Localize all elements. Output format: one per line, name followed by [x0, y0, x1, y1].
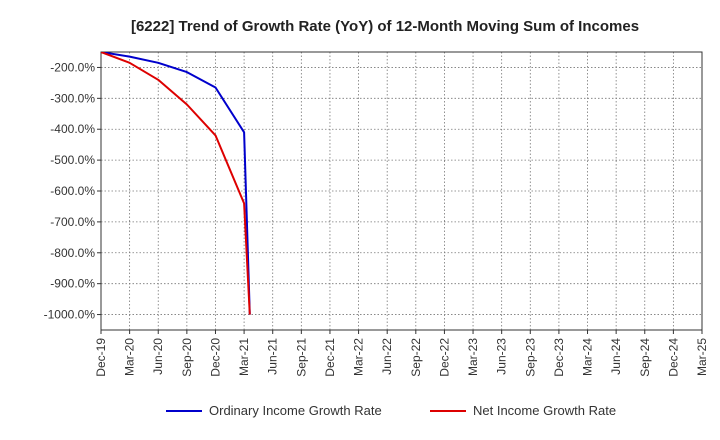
legend-label: Net Income Growth Rate — [473, 403, 616, 418]
legend: Ordinary Income Growth Rate Net Income Gr… — [166, 403, 616, 418]
y-tick-label: -500.0% — [50, 153, 95, 167]
x-tick-label: Sep-23 — [523, 338, 537, 377]
x-tick-label: Jun-22 — [380, 338, 394, 375]
y-tick-label: -800.0% — [50, 246, 95, 260]
net-income-line — [101, 52, 251, 315]
x-tick-label: Dec-19 — [94, 338, 108, 377]
x-tick-label: Mar-24 — [581, 338, 595, 376]
y-tick-label: -700.0% — [50, 215, 95, 229]
plot-area-border — [100, 51, 703, 331]
x-tick-label: Mar-21 — [237, 338, 251, 376]
x-tick-label: Dec-24 — [666, 338, 680, 377]
x-tick-label: Jun-21 — [266, 338, 280, 375]
x-tick-label: Dec-20 — [208, 338, 222, 377]
x-tick-label: Mar-22 — [352, 338, 366, 376]
y-tick-label: -900.0% — [50, 277, 95, 291]
x-tick-label: Dec-22 — [437, 338, 451, 377]
y-tick-label: -1000.0% — [44, 308, 96, 322]
x-tick-label: Mar-23 — [466, 338, 480, 376]
x-tick-label: Jun-23 — [495, 338, 509, 375]
legend-label: Ordinary Income Growth Rate — [209, 403, 382, 418]
y-axis: -200.0% -300.0% -400.0% -500.0% -600.0% -700.… — [44, 60, 101, 322]
y-tick-label: -200.0% — [50, 60, 95, 74]
y-tick-label: -600.0% — [50, 184, 95, 198]
y-tick-label: -300.0% — [50, 91, 95, 105]
x-tick-label: Mar-20 — [123, 338, 137, 376]
grid — [101, 52, 702, 330]
chart-title: [6222] Trend of Growth Rate (YoY) of 12-… — [131, 18, 639, 35]
x-tick-label: Dec-23 — [552, 338, 566, 377]
y-tick-label: -400.0% — [50, 122, 95, 136]
ordinary-income-line — [101, 52, 251, 315]
x-tick-label: Mar-25 — [695, 338, 709, 376]
x-tick-label: Sep-20 — [180, 338, 194, 377]
x-tick-label: Dec-21 — [323, 338, 337, 377]
x-tick-label: Jun-20 — [151, 338, 165, 375]
x-tick-label: Sep-24 — [638, 338, 652, 377]
x-tick-label: Jun-24 — [609, 338, 623, 375]
x-tick-label: Sep-21 — [294, 338, 308, 377]
x-tick-label: Sep-22 — [409, 338, 423, 377]
x-axis: Dec-19 Mar-20 Jun-20 Sep-20 Dec-20 Mar-21 Jun-… — [94, 330, 709, 377]
series-layer — [101, 52, 251, 315]
plot-frame — [100, 51, 703, 331]
